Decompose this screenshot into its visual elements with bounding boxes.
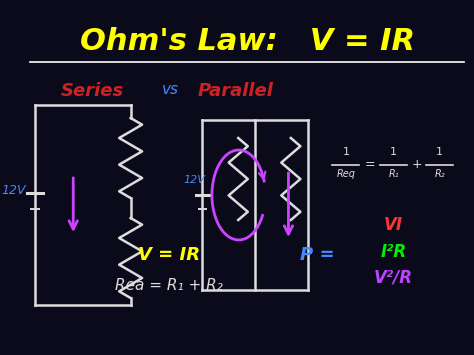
- Text: Parallel: Parallel: [198, 82, 273, 100]
- Text: P =: P =: [300, 246, 335, 264]
- Text: R₂: R₂: [434, 169, 445, 179]
- Text: V²/R: V²/R: [374, 269, 413, 287]
- Text: 1: 1: [390, 147, 397, 157]
- Text: 12V: 12V: [184, 175, 206, 185]
- Text: V = IR: V = IR: [138, 246, 200, 264]
- Text: VI: VI: [384, 216, 403, 234]
- Text: Ohm's Law:   V = IR: Ohm's Law: V = IR: [80, 27, 415, 56]
- Text: I²R: I²R: [381, 243, 407, 261]
- Text: =: =: [365, 158, 375, 171]
- Text: +: +: [411, 158, 422, 171]
- Text: 1: 1: [342, 147, 349, 157]
- Text: Rea = R₁ + R₂: Rea = R₁ + R₂: [115, 278, 223, 293]
- Text: 12V: 12V: [1, 184, 26, 197]
- Text: Req: Req: [337, 169, 356, 179]
- Text: R₁: R₁: [388, 169, 399, 179]
- Text: Series: Series: [61, 82, 124, 100]
- Text: vs: vs: [162, 82, 179, 97]
- Text: 1: 1: [436, 147, 443, 157]
